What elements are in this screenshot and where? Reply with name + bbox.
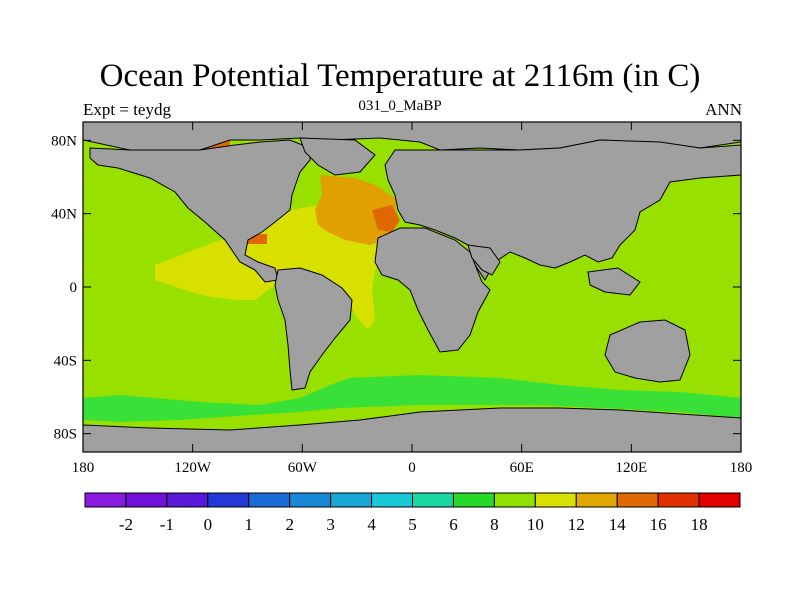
land-greenland [299,137,376,176]
colorbar-label: 0 [204,515,213,534]
colorbar-swatch [657,492,700,508]
experiment-label: Expt = teydg [83,100,171,119]
colorbar-swatch [289,492,332,508]
colorbar-swatch [207,492,250,508]
x-tick-label: 60W [288,460,318,476]
colorbar-label: 16 [650,515,667,534]
land-masses [82,121,742,453]
ocean-field-16 [372,205,400,232]
y-axis: 80N 40N 0 40S 80S [51,133,741,443]
colorbar-label: 5 [408,515,417,534]
period-label: 031_0_MaBP [358,98,442,114]
colorbar-swatch [452,492,495,508]
colorbar: -2 -1 0 1 2 3 4 5 6 8 10 12 14 16 18 [84,492,741,534]
colorbar-label: 4 [367,515,376,534]
colorbar-label: 8 [490,515,499,534]
colorbar-swatch [371,492,413,508]
land-eurasia [384,139,742,281]
y-tick-label: 0 [70,280,78,296]
x-axis: 180 120W 60W 0 60E 120E 180 [72,122,753,476]
colorbar-swatch [166,492,209,508]
x-tick-label: 120W [174,460,212,476]
map-title: Ocean Potential Temperature at 2116m (in… [99,58,701,94]
colorbar-label: 3 [326,515,335,534]
colorbar-swatch [698,492,741,508]
colorbar-label: -2 [119,515,133,534]
colorbar-swatch [330,492,373,508]
colorbar-swatch [84,492,127,508]
y-tick-label: 40S [54,353,77,369]
land-arabia [467,244,501,276]
x-tick-label: 180 [72,460,95,476]
colorbar-label: -1 [160,515,174,534]
x-tick-label: 60E [510,460,534,476]
colorbar-label: 2 [285,515,294,534]
colorbar-label: 18 [691,515,708,534]
ocean-field-16-gulf [247,234,267,244]
y-tick-label: 80N [51,133,77,149]
y-tick-label: 80S [54,427,77,443]
colorbar-swatch [125,492,168,508]
land-north-america [89,139,311,283]
colorbar-swatch [534,492,577,508]
colorbar-label: 10 [527,515,544,534]
land-australia [604,319,691,383]
map-plot [82,121,742,453]
colorbar-label: 12 [568,515,585,534]
colorbar-label: 6 [449,515,458,534]
colorbar-swatch [575,492,618,508]
colorbar-label: 14 [609,515,627,534]
colorbar-label: 1 [245,515,254,534]
y-tick-label: 40N [51,207,77,223]
colorbar-swatch [248,492,291,508]
land-africa [374,227,491,353]
land-south-america [274,267,353,391]
colorbar-swatch [493,492,536,508]
land-maritime-asia [587,267,641,296]
x-tick-label: 0 [408,460,416,476]
ocean-field-8 [83,375,741,422]
x-tick-label: 180 [730,460,753,476]
colorbar-swatch [412,492,454,508]
season-label: ANN [705,100,742,119]
colorbar-swatch [616,492,659,508]
x-tick-label: 120E [615,460,647,476]
